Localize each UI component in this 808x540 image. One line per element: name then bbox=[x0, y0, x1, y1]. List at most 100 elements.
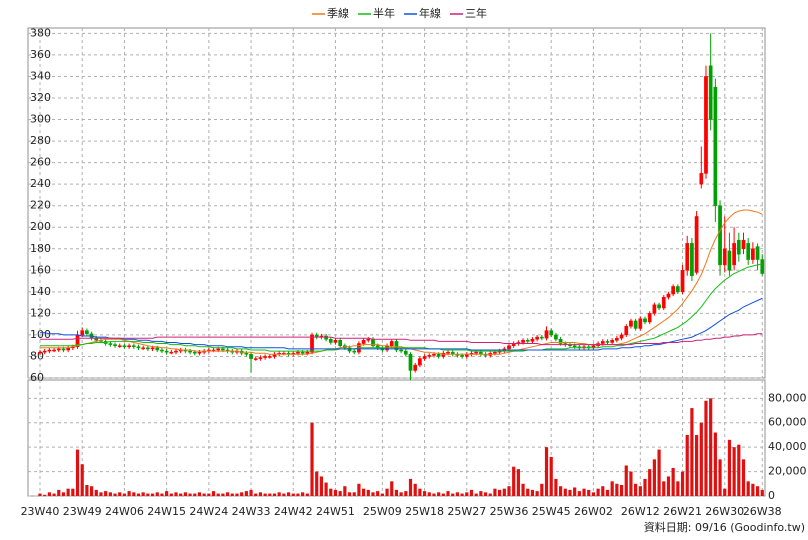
volume-bar bbox=[605, 489, 610, 496]
candle-body bbox=[605, 341, 610, 343]
volume-bar bbox=[732, 447, 736, 496]
candle-body bbox=[539, 336, 544, 339]
volume-bar bbox=[362, 488, 366, 496]
candle-body bbox=[310, 334, 314, 353]
volume-bar bbox=[535, 491, 539, 496]
candle-body bbox=[352, 350, 357, 353]
volume-bar bbox=[221, 493, 225, 496]
volume-bar bbox=[61, 492, 66, 496]
volume-bar bbox=[136, 493, 141, 496]
volume-bar bbox=[629, 471, 633, 496]
volume-bar bbox=[258, 492, 263, 496]
volume-bar bbox=[66, 488, 70, 496]
volume-bar bbox=[399, 492, 403, 496]
volume-bar bbox=[634, 483, 638, 496]
candle-body bbox=[624, 326, 629, 336]
candle-body bbox=[671, 286, 675, 295]
volume-bar bbox=[357, 483, 361, 496]
volume-bar bbox=[366, 489, 370, 496]
volume-bar bbox=[455, 492, 460, 496]
x-tick-label: 25W09 bbox=[363, 505, 402, 518]
candle-body bbox=[403, 350, 408, 355]
candle-body bbox=[141, 347, 146, 350]
volume-bar bbox=[695, 434, 699, 496]
volume-bar bbox=[165, 491, 169, 496]
candle-body bbox=[394, 341, 399, 351]
volume-bar bbox=[52, 493, 56, 496]
candle-body bbox=[521, 340, 525, 343]
volume-bar bbox=[329, 488, 333, 496]
volume-bar bbox=[582, 488, 586, 496]
volume-bar bbox=[108, 492, 112, 496]
volume-bar bbox=[347, 492, 352, 496]
candle-body bbox=[427, 355, 432, 357]
candle-body bbox=[192, 351, 197, 354]
volume-bar bbox=[132, 492, 136, 496]
candle-body bbox=[122, 345, 127, 348]
x-tick-label: 25W27 bbox=[447, 505, 486, 518]
candle-body bbox=[324, 335, 328, 340]
volume-bar bbox=[240, 492, 244, 496]
volume-bar bbox=[89, 486, 94, 496]
candle-body bbox=[296, 351, 300, 354]
candle-body bbox=[474, 351, 479, 354]
volume-bar bbox=[390, 481, 394, 496]
volume-bar bbox=[47, 492, 51, 496]
x-tick-label: 24W42 bbox=[274, 505, 313, 518]
volume-bar bbox=[216, 493, 220, 496]
y2-tick-label: 40,000 bbox=[768, 440, 807, 453]
volume-bar bbox=[493, 488, 497, 496]
volume-bar bbox=[502, 488, 506, 496]
volume-bar bbox=[699, 422, 703, 496]
candle-body bbox=[638, 318, 643, 329]
volume-bar bbox=[188, 493, 192, 496]
volume-bar bbox=[563, 488, 567, 496]
candle-body bbox=[131, 345, 136, 348]
volume-bar bbox=[521, 483, 525, 496]
candle-body bbox=[399, 349, 403, 352]
x-tick-label: 24W51 bbox=[316, 505, 355, 518]
candle-body bbox=[572, 345, 577, 348]
candle-body bbox=[530, 338, 535, 342]
volume-bar bbox=[71, 488, 75, 496]
volume-bar bbox=[741, 459, 746, 496]
volume-bar bbox=[179, 493, 183, 496]
candle-body bbox=[216, 348, 221, 351]
volume-bar bbox=[305, 493, 309, 496]
candle-body bbox=[699, 173, 704, 185]
volume-bar bbox=[197, 492, 202, 496]
volume-bar bbox=[38, 493, 42, 496]
y-tick-label: 380 bbox=[30, 26, 51, 39]
candle-body bbox=[413, 364, 418, 371]
volume-bar bbox=[418, 488, 422, 496]
volume-bar bbox=[319, 476, 323, 496]
volume-bar bbox=[573, 487, 577, 496]
volume-bar bbox=[263, 493, 267, 496]
volume-bar bbox=[685, 434, 689, 496]
x-tick-label: 26W02 bbox=[574, 505, 613, 518]
volume-bar bbox=[141, 492, 145, 496]
volume-bar bbox=[709, 398, 713, 496]
candle-body bbox=[188, 350, 192, 353]
candle-body bbox=[197, 351, 202, 354]
volume-bar bbox=[469, 489, 474, 496]
x-tick-label: 25W18 bbox=[405, 505, 444, 518]
volume-bar bbox=[113, 493, 117, 496]
y-tick-label: 220 bbox=[30, 199, 51, 212]
volume-bar bbox=[596, 488, 600, 496]
candle-body bbox=[263, 356, 267, 358]
candle-body bbox=[244, 352, 249, 355]
volume-bar bbox=[488, 493, 492, 496]
volume-bar bbox=[554, 478, 558, 496]
volume-bar bbox=[751, 483, 755, 496]
volume-bar bbox=[662, 481, 666, 496]
candle-body bbox=[408, 354, 413, 371]
volume-bar bbox=[230, 493, 234, 496]
candle-body bbox=[493, 351, 497, 354]
volume-bar bbox=[713, 432, 717, 496]
candle-body bbox=[249, 354, 253, 359]
x-tick-label: 26W21 bbox=[663, 505, 702, 518]
volume-bar bbox=[483, 492, 488, 496]
volume-bar bbox=[75, 449, 80, 496]
